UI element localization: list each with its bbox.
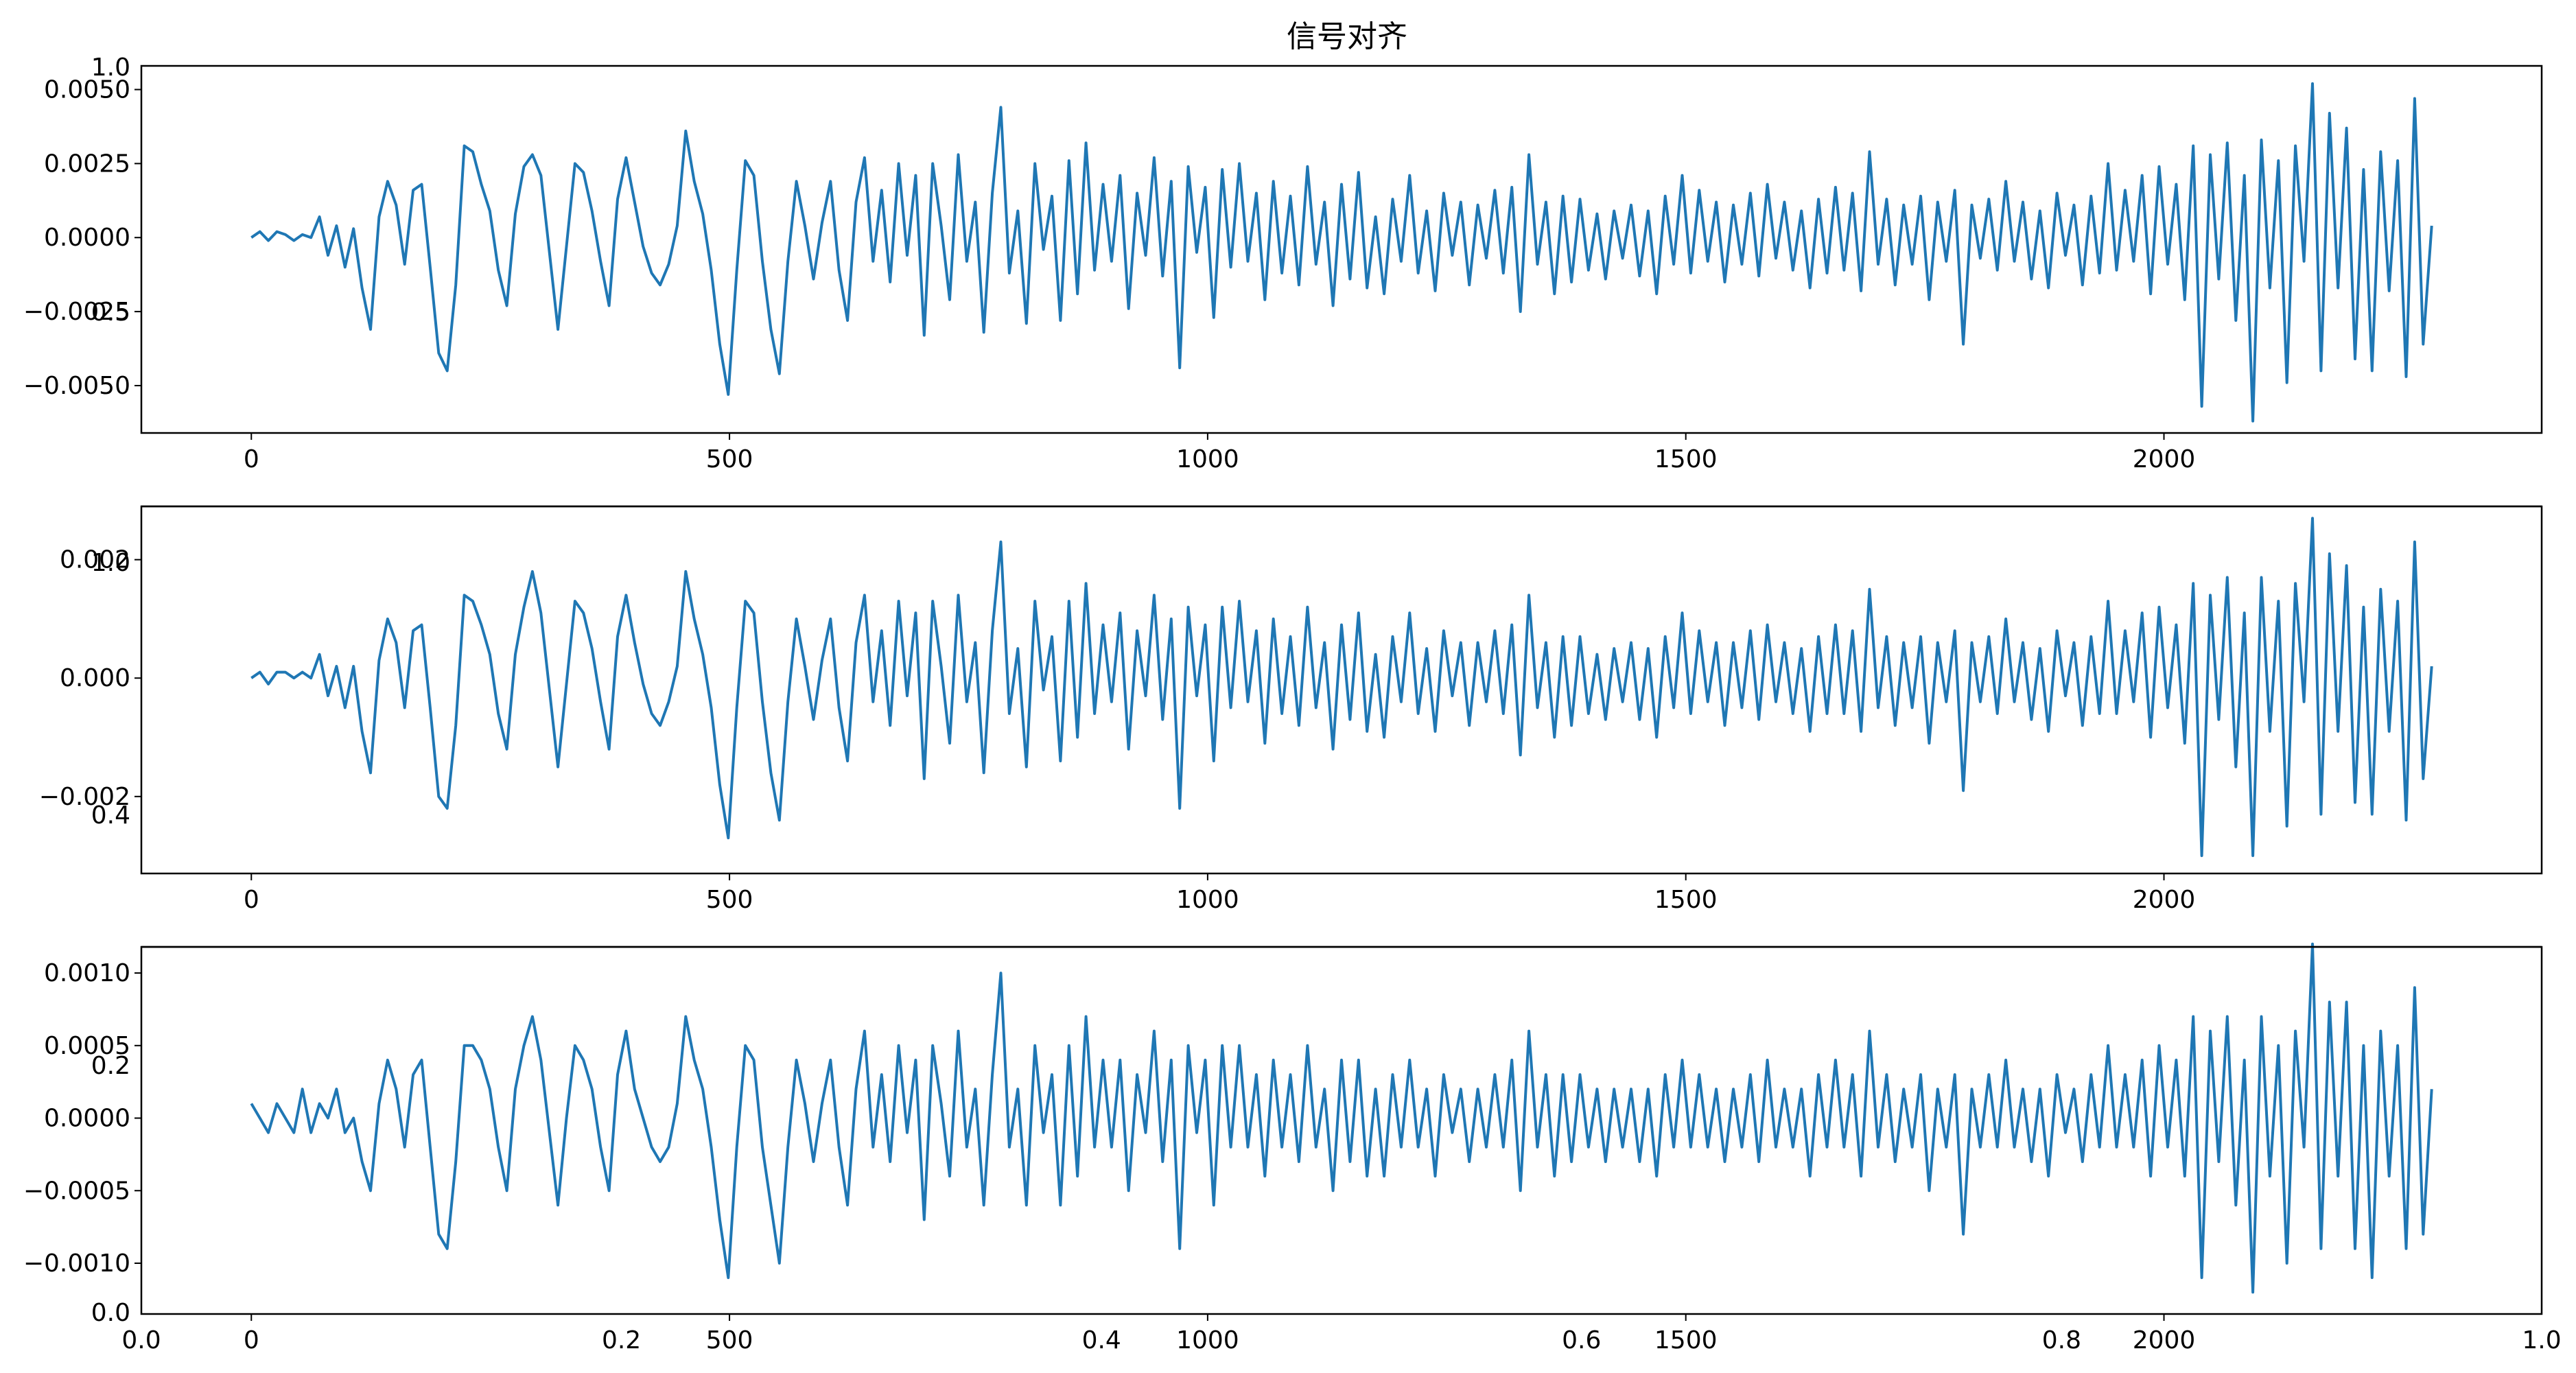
subplot-2-signal-line bbox=[250, 517, 2433, 858]
x-tick-label: 2000 bbox=[2133, 1326, 2196, 1354]
y-tick-label: 0.0010 bbox=[44, 959, 130, 987]
figure-title: 信号对齐 bbox=[1287, 19, 1407, 54]
x-tick-label: 500 bbox=[706, 886, 753, 914]
overlay-x-tick-label: 0.2 bbox=[602, 1326, 641, 1354]
x-tick-label: 1000 bbox=[1176, 1326, 1239, 1354]
overlay-y-tick-label: 1.0 bbox=[91, 549, 130, 577]
y-tick-label: 0.0050 bbox=[44, 76, 130, 104]
overlay-x-tick-label: 0.4 bbox=[1082, 1326, 1121, 1354]
overlay-y-tick-label: 0.5 bbox=[91, 298, 130, 327]
x-tick-label: 2000 bbox=[2133, 445, 2196, 473]
subplot-1-frame bbox=[140, 64, 2543, 434]
subplot-3-overlay-ticks: 0.0 0.2 0.0 0.2 0.4 0.6 0.8 1.0 bbox=[91, 1052, 2562, 1354]
y-tick-label: 0.000 bbox=[60, 664, 130, 692]
subplot-1-y-ticks: −0.0050 −0.0025 0.0000 0.0025 0.0050 bbox=[23, 76, 141, 400]
x-tick-label: 2000 bbox=[2133, 886, 2196, 914]
overlay-x-tick-label: 0.8 bbox=[2042, 1326, 2081, 1354]
x-tick-label: 1500 bbox=[1654, 886, 1718, 914]
subplot-1-signal-line bbox=[250, 82, 2433, 423]
y-tick-label: −0.0050 bbox=[23, 372, 130, 400]
subplot-2-overlay-ticks: 0.4 1.0 bbox=[91, 549, 130, 830]
y-tick-label: −0.0005 bbox=[23, 1177, 130, 1205]
y-tick-label: 0.0000 bbox=[44, 224, 130, 252]
overlay-x-tick-label: 0.0 bbox=[121, 1326, 161, 1354]
x-tick-label: 0 bbox=[244, 886, 259, 914]
y-tick-label: 0.0000 bbox=[44, 1105, 130, 1133]
y-tick-label: 0.002 bbox=[60, 546, 130, 574]
subplot-1: −0.0050 −0.0025 0.0000 0.0025 0.0050 0 500 100… bbox=[23, 54, 2543, 473]
subplot-2: −0.002 0.000 0.002 0 500 1000 1500 2000 0.4 1.0 bbox=[39, 505, 2543, 914]
y-tick-label: −0.0010 bbox=[23, 1249, 130, 1278]
subplot-2-x-ticks: 0 500 1000 1500 2000 bbox=[244, 873, 2196, 914]
y-tick-label: −0.0025 bbox=[23, 298, 130, 326]
overlay-y-tick-label: 0.2 bbox=[91, 1052, 130, 1080]
subplot-3-x-ticks: 0 500 1000 1500 2000 bbox=[244, 1314, 2196, 1354]
y-tick-label: −0.002 bbox=[39, 783, 130, 811]
x-tick-label: 1500 bbox=[1654, 445, 1718, 473]
overlay-x-tick-label: 1.0 bbox=[2522, 1326, 2561, 1354]
overlay-y-tick-label: 0.0 bbox=[91, 1299, 130, 1327]
overlay-x-tick-label: 0.6 bbox=[1562, 1326, 1601, 1354]
overlay-y-tick-label: 1.0 bbox=[91, 54, 130, 82]
y-tick-label: 0.0025 bbox=[44, 150, 130, 178]
subplot-1-x-ticks: 0 500 1000 1500 2000 bbox=[244, 433, 2196, 473]
subplot-3-y-ticks: −0.0010 −0.0005 0.0000 0.0005 0.0010 bbox=[23, 959, 141, 1278]
subplot-3: −0.0010 −0.0005 0.0000 0.0005 0.0010 0 500 100… bbox=[23, 942, 2562, 1354]
x-tick-label: 1000 bbox=[1176, 445, 1239, 473]
y-tick-label: 0.0005 bbox=[44, 1032, 130, 1060]
overlay-y-tick-label: 0.4 bbox=[91, 801, 130, 830]
x-tick-label: 1500 bbox=[1654, 1326, 1718, 1354]
subplot-1-overlay-ticks: 0.5 1.0 bbox=[91, 54, 130, 327]
x-tick-label: 500 bbox=[706, 445, 753, 473]
subplot-2-y-ticks: −0.002 0.000 0.002 bbox=[39, 546, 141, 811]
x-tick-label: 0 bbox=[244, 1326, 259, 1354]
overlay-frame-lines bbox=[141, 505, 2542, 948]
subplot-3-signal-line bbox=[250, 942, 2433, 1294]
x-tick-label: 0 bbox=[244, 445, 259, 473]
x-tick-label: 500 bbox=[706, 1326, 753, 1354]
x-tick-label: 1000 bbox=[1176, 886, 1239, 914]
